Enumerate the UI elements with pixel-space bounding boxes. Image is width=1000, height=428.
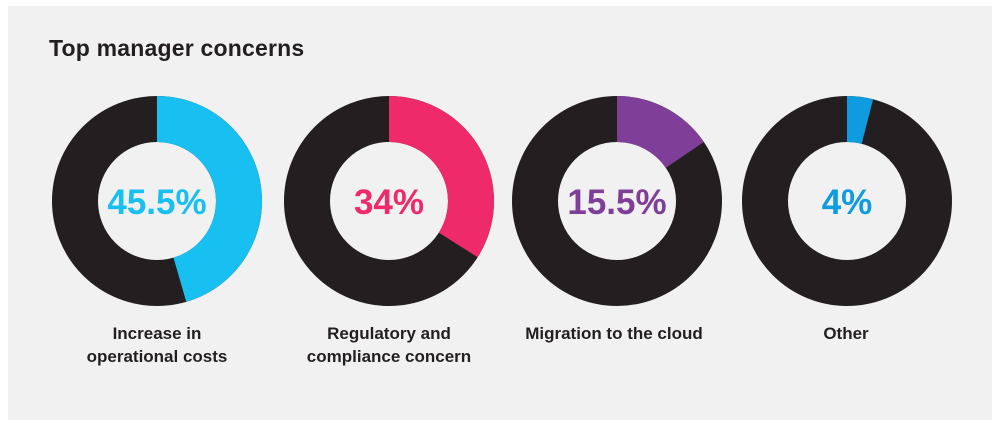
donut-slice — [389, 96, 494, 258]
chart-panel — [8, 6, 992, 420]
donut-2: 15.5% — [512, 96, 722, 306]
chart-title: Top manager concerns — [49, 35, 305, 61]
label-line: Regulatory and — [327, 324, 451, 343]
donut-3: 4% — [742, 96, 952, 306]
label-line: Other — [823, 324, 869, 343]
donut-slice — [157, 96, 262, 302]
label-line: Migration to the cloud — [525, 324, 703, 343]
donut-slice — [617, 96, 704, 168]
donut-label-1: Regulatory and compliance concern — [279, 322, 499, 368]
donut-label-3: Other — [736, 322, 956, 345]
label-line: Increase in — [112, 324, 202, 343]
donut-label-0: Increase in operational costs — [47, 322, 267, 368]
donut-1: 34% — [284, 96, 494, 306]
label-line: operational costs — [86, 347, 228, 366]
donut-label-2: Migration to the cloud — [504, 322, 724, 345]
donut-value-label: 15.5% — [567, 183, 666, 222]
donut-value-label: 4% — [822, 183, 873, 222]
label-line: compliance concern — [306, 347, 472, 366]
donut-value-label: 34% — [354, 183, 424, 222]
donut-slice — [847, 96, 874, 144]
donut-value-label: 45.5% — [107, 183, 206, 222]
donut-0: 45.5% — [52, 96, 262, 306]
